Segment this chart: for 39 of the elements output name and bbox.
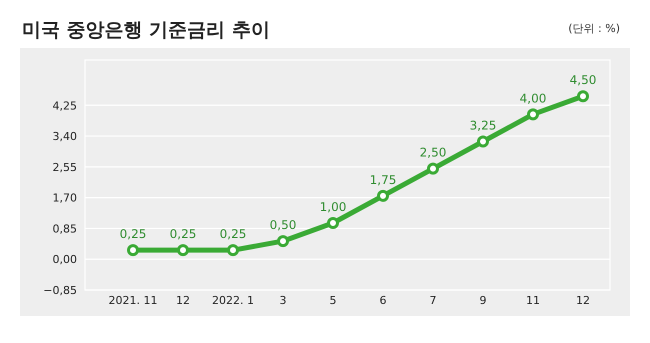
y-tick-label: 0,85 xyxy=(52,222,77,236)
point xyxy=(277,235,289,248)
point xyxy=(127,244,139,256)
y-tick-label: 3,40 xyxy=(52,130,77,144)
chart-title: 미국 중앙은행 기준금리 추이 xyxy=(22,19,270,41)
x-tick-label: 11 xyxy=(526,294,540,307)
point xyxy=(227,244,239,256)
point xyxy=(427,162,439,175)
x-tick-label: 9 xyxy=(480,294,486,307)
data-label: 2,50 xyxy=(420,146,446,160)
y-tick-label: 2,55 xyxy=(52,160,77,174)
x-tick-label: 3 xyxy=(280,294,286,307)
data-label: 0,25 xyxy=(220,227,246,242)
data-label: 1,75 xyxy=(370,172,396,187)
data-label: 3,25 xyxy=(470,118,496,132)
data-label: 0,25 xyxy=(120,227,146,242)
data-label: 0,25 xyxy=(170,227,196,242)
point xyxy=(577,90,589,102)
x-tick-label: 6 xyxy=(380,294,386,307)
x-tick-label: 7 xyxy=(430,294,436,307)
data-label: 1,00 xyxy=(320,200,346,214)
x-tick-label: 2021. 11 xyxy=(108,294,158,307)
text: (단위 : %) xyxy=(568,22,620,35)
y-tick-label: 0,00 xyxy=(52,253,77,266)
x-tick-label: 12 xyxy=(176,294,190,307)
point xyxy=(477,135,489,148)
y-tick-label: 1,70 xyxy=(52,192,77,205)
point xyxy=(177,244,189,256)
data-label: 4,50 xyxy=(570,73,596,88)
y-tick-label: 4,25 xyxy=(52,99,77,112)
y-tick-label: −0,85 xyxy=(43,284,77,297)
data-label: 4,00 xyxy=(520,91,546,106)
data-label: 0,50 xyxy=(270,218,296,232)
x-tick-label: 5 xyxy=(330,294,336,307)
point xyxy=(527,108,539,120)
point xyxy=(327,216,339,229)
point xyxy=(377,190,389,202)
x-tick-label: 2022. 1 xyxy=(212,294,254,307)
x-tick-label: 12 xyxy=(576,294,590,307)
